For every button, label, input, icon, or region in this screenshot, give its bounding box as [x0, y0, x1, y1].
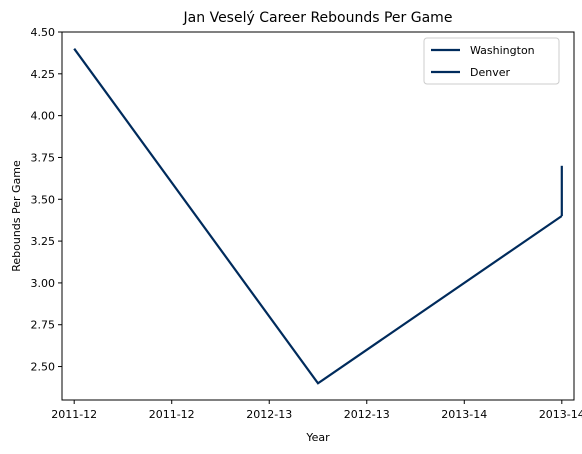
x-tick-label: 2012-13	[246, 408, 292, 421]
y-axis: 2.50 2.75 3.00 3.25 3.50 3.75 4.00 4.25 4.50	[31, 26, 62, 374]
y-tick-label: 3.25	[31, 235, 56, 248]
x-tick-label: 2011-12	[149, 408, 195, 421]
y-tick-label: 3.50	[31, 193, 56, 206]
x-tick-label: 2012-13	[344, 408, 390, 421]
legend-label-washington: Washington	[470, 44, 535, 57]
y-tick-label: 2.75	[31, 319, 56, 332]
y-tick-label: 2.50	[31, 361, 56, 374]
series-line-washington	[73, 48, 563, 385]
chart-title: Jan Veselý Career Rebounds Per Game	[183, 10, 453, 26]
y-tick-label: 4.25	[31, 68, 56, 81]
x-tick-label: 2013-14	[441, 408, 487, 421]
y-tick-label: 4.50	[31, 26, 56, 39]
series-layer	[73, 48, 563, 385]
x-tick-label: 2013-14	[539, 408, 582, 421]
plot-area	[61, 31, 575, 401]
x-axis: 2011-12 2011-12 2012-13 2012-13 2013-14 2013-…	[51, 400, 582, 421]
x-tick-label: 2011-12	[51, 408, 97, 421]
x-axis-label: Year	[305, 431, 330, 444]
y-tick-label: 3.75	[31, 151, 56, 164]
legend-label-denver: Denver	[470, 66, 510, 79]
y-tick-label: 4.00	[31, 110, 56, 123]
plot-frame	[61, 31, 575, 401]
y-tick-label: 3.00	[31, 277, 56, 290]
legend: Washington Denver	[423, 37, 560, 85]
y-axis-label: Rebounds Per Game	[10, 160, 23, 272]
